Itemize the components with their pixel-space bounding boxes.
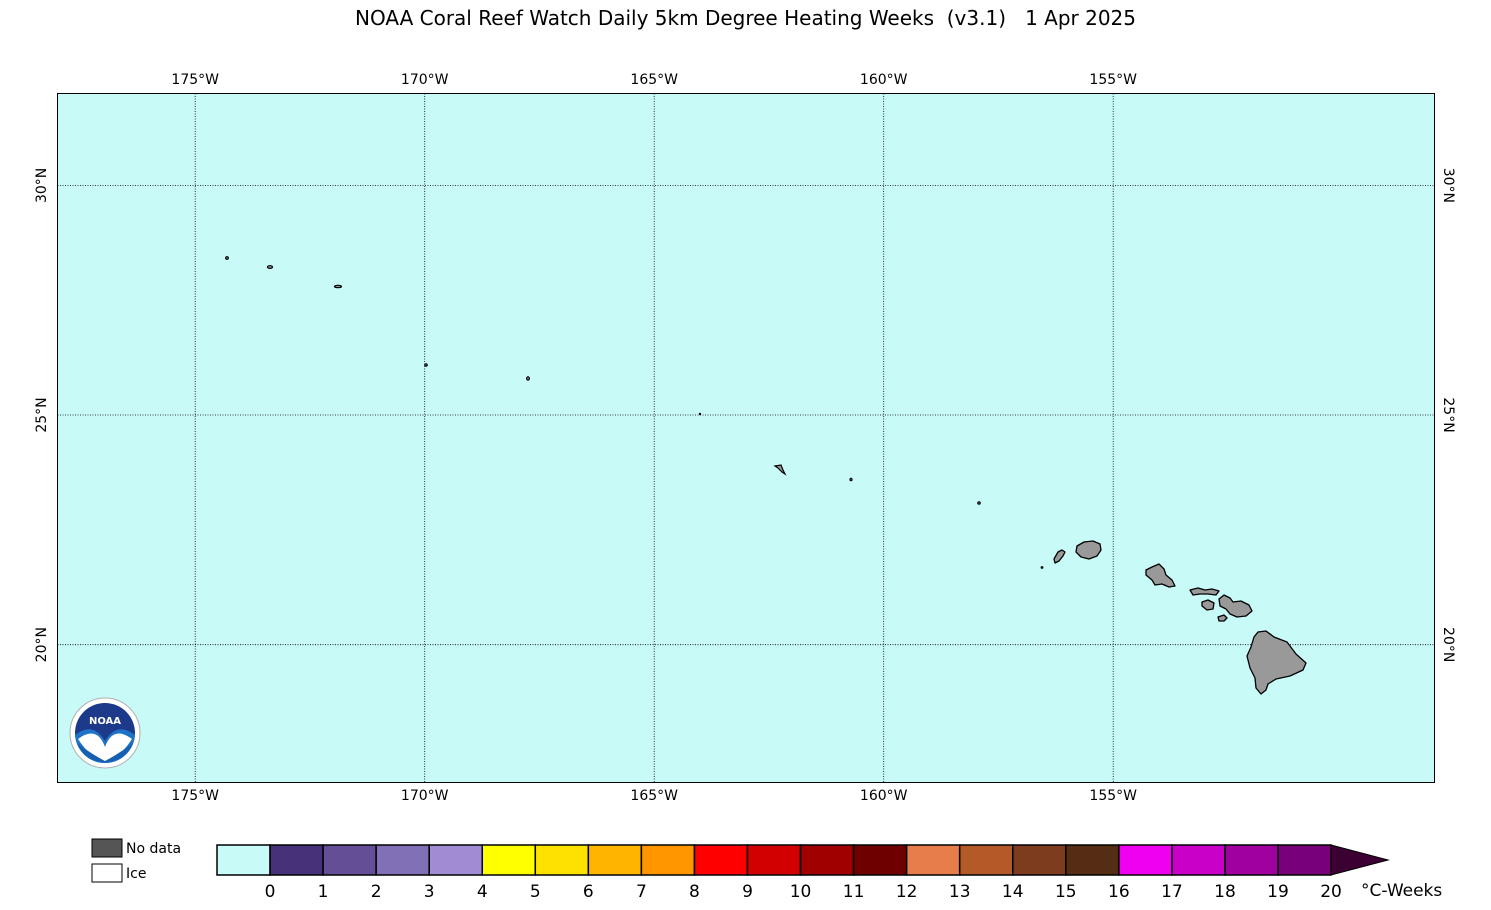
lon-label-bottom: 155°W: [1089, 788, 1137, 804]
noaa-logo: NOAA: [69, 697, 141, 769]
colorbar-cell: [1277, 844, 1332, 876]
latitude-labels-left: 30°N 25°N 20°N: [34, 168, 50, 663]
colorbar-tick-label: 16: [1108, 882, 1130, 902]
colorbar-tick-label: 17: [1161, 882, 1183, 902]
colorbar-cell: [852, 844, 908, 876]
lon-label-bottom: 165°W: [630, 788, 678, 804]
colorbar-tick-label: 12: [896, 882, 918, 902]
pearl-hermes-atoll: [333, 284, 343, 289]
colorbar-cell: [216, 844, 271, 876]
colorbar-cell: [746, 844, 802, 876]
latitude-labels-right: 30°N 25°N 20°N: [1440, 168, 1456, 663]
lat-label-right: 20°N: [1440, 627, 1456, 662]
colorbar-tick-label: 4: [477, 882, 488, 902]
graticule: [57, 93, 1435, 783]
lat-label-left: 25°N: [34, 397, 50, 432]
midway-atoll: [266, 265, 274, 269]
niihau-island: [1053, 549, 1066, 564]
colorbar-tick-label: 18: [1214, 882, 1236, 902]
colorbar-tick-label: 10: [790, 882, 812, 902]
colorbar-tick-labels: 0 1 2 3 4 5 6 7 8 9 10 11 12 13 14 15 16 17 18 19 20: [265, 882, 1342, 902]
colorbar-tick-label: 15: [1055, 882, 1077, 902]
oahu-island: [1145, 563, 1176, 588]
lon-label-top: 160°W: [860, 72, 908, 88]
ice-label: Ice: [126, 866, 146, 882]
lisianski-island: [424, 363, 428, 367]
colorbar-tick-label: 19: [1267, 882, 1289, 902]
french-frigate-shoals: [773, 464, 787, 476]
lat-label-left: 30°N: [34, 168, 50, 203]
colorbar-tick-label: 7: [636, 882, 647, 902]
lanai-island: [1201, 599, 1215, 611]
colorbar-tick-label: 2: [371, 882, 382, 902]
colorbar-cell: [905, 844, 961, 876]
colorbar-cell: [428, 844, 484, 876]
lon-label-top: 155°W: [1089, 72, 1137, 88]
colorbar-cell: [1118, 844, 1173, 876]
colorbar-cell: [322, 844, 377, 876]
nihoa: [977, 501, 981, 505]
noaa-logo-text: NOAA: [89, 716, 121, 727]
colorbar-overflow-arrow: [1330, 844, 1391, 876]
colorbar-cell: [640, 844, 696, 876]
lat-label-right: 25°N: [1440, 397, 1456, 432]
map-title: NOAA Coral Reef Watch Daily 5km Degree H…: [354, 6, 1137, 30]
molokai-island: [1189, 587, 1220, 596]
colorbar-tick-label: 5: [530, 882, 541, 902]
lon-label-bottom: 170°W: [401, 788, 449, 804]
islands: [225, 256, 1044, 569]
colorbar-cell: [958, 844, 1014, 876]
laysan-island: [525, 376, 530, 381]
colorbar-cell: [269, 844, 324, 876]
colorbar-tick-label: 3: [424, 882, 435, 902]
colorbar-tick-label: 20: [1320, 882, 1342, 902]
no-data-label: No data: [126, 841, 181, 857]
colorbar-cell: [1065, 844, 1120, 876]
kure-atoll: [225, 256, 229, 260]
colorbar-cell: [587, 844, 643, 876]
main-hawaiian-islands: [1053, 540, 1307, 695]
colorbar-tick-label: 14: [1002, 882, 1024, 902]
colorbar-cell: [534, 844, 590, 876]
ocean-area: [57, 93, 1435, 783]
colorbar: [216, 844, 1391, 876]
colorbar-tick-label: 8: [689, 882, 700, 902]
lon-label-top: 165°W: [630, 72, 678, 88]
colorbar-tick-label: 6: [583, 882, 594, 902]
colorbar-cell: [693, 844, 749, 876]
big-island-hawaii: [1246, 630, 1307, 695]
colorbar-tick-label: 1: [318, 882, 329, 902]
colorbar-cell: [375, 844, 430, 876]
gardner-pinnacles: [698, 412, 702, 416]
lat-label-right: 30°N: [1440, 168, 1456, 203]
ice-swatch: [91, 863, 123, 883]
colorbar-cell: [1171, 844, 1226, 876]
kahoolawe-island: [1217, 614, 1228, 622]
colorbar-tick-label: 0: [265, 882, 276, 902]
no-data-swatch: [91, 838, 123, 858]
kauai-island: [1075, 540, 1102, 560]
colorbar-tick-label: 9: [742, 882, 753, 902]
colorbar-cell: [481, 844, 537, 876]
lon-label-top: 170°W: [401, 72, 449, 88]
colorbar-unit-label: °C-Weeks: [1361, 881, 1442, 901]
legend-special: No data Ice: [91, 838, 181, 883]
lon-label-bottom: 175°W: [171, 788, 219, 804]
kaula: [1040, 566, 1044, 569]
lon-label-top: 175°W: [171, 72, 219, 88]
necker-island: [849, 477, 853, 482]
colorbar-cell: [799, 844, 855, 876]
lon-label-bottom: 160°W: [860, 788, 908, 804]
maui-island: [1218, 594, 1253, 618]
lat-label-left: 20°N: [34, 627, 50, 662]
colorbar-tick-label: 11: [843, 882, 865, 902]
colorbar-cell: [1224, 844, 1279, 876]
colorbar-tick-label: 13: [949, 882, 971, 902]
colorbar-cell: [1012, 844, 1067, 876]
